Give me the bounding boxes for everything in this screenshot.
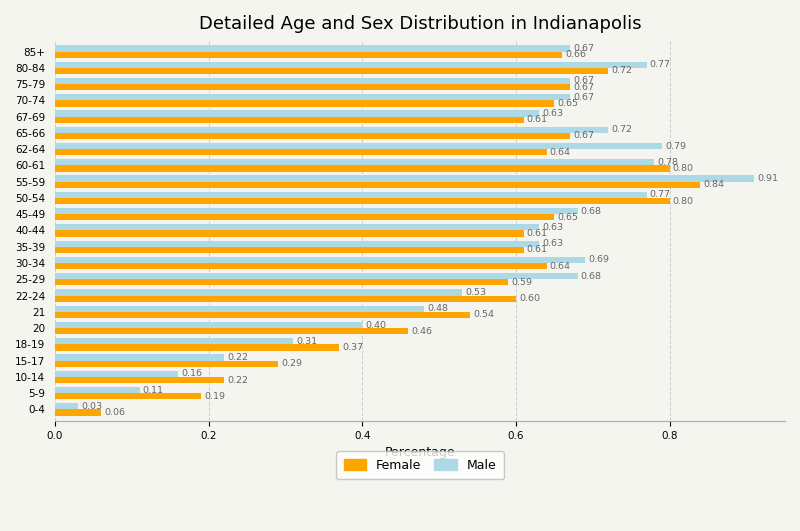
- Bar: [55, 377, 224, 383]
- Text: 0.91: 0.91: [758, 174, 778, 183]
- Bar: [55, 355, 224, 361]
- Legend: Female, Male: Female, Male: [336, 451, 504, 479]
- Text: 0.40: 0.40: [366, 321, 386, 330]
- Text: 0.61: 0.61: [527, 245, 548, 254]
- Text: 0.03: 0.03: [81, 402, 102, 411]
- Bar: [55, 78, 570, 84]
- Text: 0.66: 0.66: [566, 50, 586, 59]
- Bar: [55, 159, 654, 166]
- Bar: [55, 45, 570, 52]
- Text: 0.16: 0.16: [181, 370, 202, 379]
- Bar: [55, 345, 339, 350]
- Title: Detailed Age and Sex Distribution in Indianapolis: Detailed Age and Sex Distribution in Ind…: [198, 15, 642, 33]
- Text: 0.53: 0.53: [466, 288, 486, 297]
- Text: 0.65: 0.65: [558, 213, 578, 222]
- Bar: [55, 409, 101, 416]
- Text: 0.67: 0.67: [573, 76, 594, 85]
- Text: 0.80: 0.80: [673, 196, 694, 205]
- Text: 0.06: 0.06: [104, 408, 125, 417]
- Bar: [55, 198, 670, 204]
- Text: 0.48: 0.48: [427, 304, 448, 313]
- Bar: [55, 192, 646, 198]
- Bar: [55, 312, 470, 318]
- Text: 0.67: 0.67: [573, 83, 594, 92]
- Text: 0.46: 0.46: [411, 327, 433, 336]
- Bar: [55, 306, 424, 312]
- Text: 0.60: 0.60: [519, 294, 540, 303]
- Text: 0.63: 0.63: [542, 223, 563, 232]
- Bar: [55, 62, 646, 68]
- Bar: [55, 289, 462, 296]
- Text: 0.22: 0.22: [227, 353, 248, 362]
- Text: 0.67: 0.67: [573, 93, 594, 102]
- Bar: [55, 257, 586, 263]
- Text: 0.31: 0.31: [296, 337, 318, 346]
- Bar: [55, 230, 524, 237]
- Bar: [55, 273, 578, 279]
- Text: 0.77: 0.77: [650, 190, 670, 199]
- Bar: [55, 110, 539, 117]
- Text: 0.29: 0.29: [281, 359, 302, 369]
- Bar: [55, 182, 701, 188]
- Text: 0.84: 0.84: [703, 180, 725, 189]
- Text: 0.11: 0.11: [142, 386, 163, 395]
- Text: 0.69: 0.69: [588, 255, 610, 264]
- Text: 0.68: 0.68: [581, 207, 602, 216]
- Text: 0.22: 0.22: [227, 375, 248, 384]
- Bar: [55, 84, 570, 90]
- Text: 0.78: 0.78: [658, 158, 678, 167]
- Text: 0.80: 0.80: [673, 164, 694, 173]
- Text: 0.61: 0.61: [527, 115, 548, 124]
- Text: 0.79: 0.79: [665, 142, 686, 151]
- X-axis label: Percentage: Percentage: [385, 446, 455, 459]
- Bar: [55, 338, 293, 345]
- Text: 0.72: 0.72: [611, 125, 632, 134]
- Bar: [55, 176, 754, 182]
- Bar: [55, 241, 539, 247]
- Text: 0.63: 0.63: [542, 109, 563, 118]
- Text: 0.64: 0.64: [550, 148, 571, 157]
- Bar: [55, 166, 670, 172]
- Text: 0.77: 0.77: [650, 60, 670, 69]
- Bar: [55, 208, 578, 214]
- Text: 0.67: 0.67: [573, 44, 594, 53]
- Bar: [55, 393, 201, 399]
- Bar: [55, 279, 508, 286]
- Bar: [55, 247, 524, 253]
- Text: 0.68: 0.68: [581, 272, 602, 281]
- Text: 0.67: 0.67: [573, 132, 594, 141]
- Bar: [55, 404, 78, 409]
- Bar: [55, 52, 562, 58]
- Text: 0.64: 0.64: [550, 262, 571, 271]
- Bar: [55, 68, 608, 74]
- Text: 0.37: 0.37: [342, 343, 363, 352]
- Text: 0.54: 0.54: [473, 311, 494, 320]
- Bar: [55, 127, 608, 133]
- Bar: [55, 328, 409, 335]
- Bar: [55, 371, 178, 377]
- Bar: [55, 100, 554, 107]
- Text: 0.63: 0.63: [542, 239, 563, 248]
- Text: 0.65: 0.65: [558, 99, 578, 108]
- Bar: [55, 387, 139, 393]
- Bar: [55, 263, 546, 269]
- Bar: [55, 149, 546, 156]
- Bar: [55, 296, 516, 302]
- Text: 0.59: 0.59: [511, 278, 533, 287]
- Text: 0.72: 0.72: [611, 66, 632, 75]
- Bar: [55, 214, 554, 220]
- Text: 0.61: 0.61: [527, 229, 548, 238]
- Bar: [55, 361, 278, 367]
- Text: 0.19: 0.19: [204, 392, 225, 401]
- Bar: [55, 94, 570, 100]
- Bar: [55, 117, 524, 123]
- Bar: [55, 133, 570, 139]
- Bar: [55, 224, 539, 230]
- Bar: [55, 322, 362, 328]
- Bar: [55, 143, 662, 149]
